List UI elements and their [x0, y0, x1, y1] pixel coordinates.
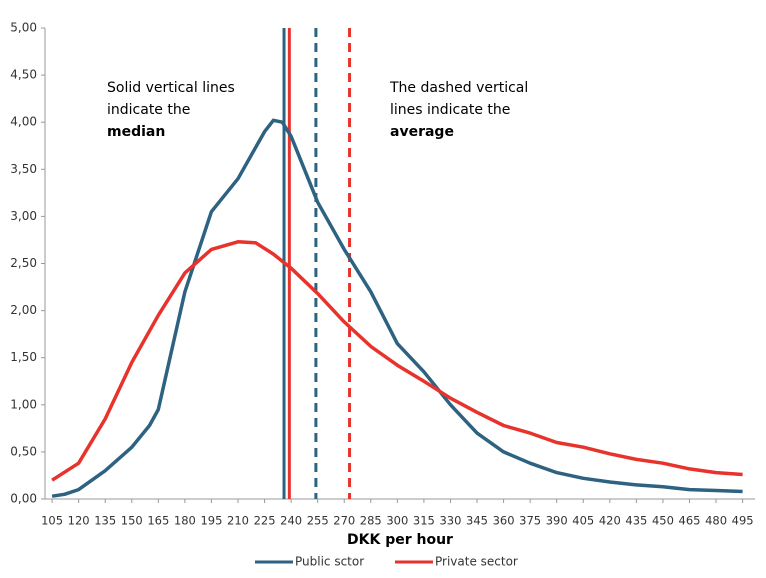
y-tick-label: 5,00	[10, 21, 37, 35]
x-tick-label: 390	[546, 514, 568, 528]
x-tick-label: 285	[360, 514, 382, 528]
annotation-text: The dashed vertical	[389, 80, 528, 96]
annotation-bold: median	[107, 124, 165, 140]
x-tick-label: 345	[466, 514, 488, 528]
annotation-text: indicate the	[107, 102, 190, 118]
x-tick-label: 195	[200, 514, 222, 528]
x-tick-label: 270	[333, 514, 355, 528]
x-tick-label: 135	[94, 514, 116, 528]
annotation-text: Solid vertical lines	[107, 80, 235, 96]
x-tick-label: 435	[625, 514, 647, 528]
x-tick-label: 420	[599, 514, 621, 528]
annotation-bold: average	[390, 124, 454, 140]
x-tick-label: 495	[732, 514, 754, 528]
x-tick-label: 105	[41, 514, 63, 528]
x-tick-label: 210	[227, 514, 249, 528]
y-tick-label: 1,00	[10, 397, 37, 411]
x-axis-title: DKK per hour	[347, 532, 453, 548]
legend-label: Private sector	[435, 555, 518, 569]
x-tick-label: 150	[121, 514, 143, 528]
legend-label: Public sctor	[295, 555, 364, 569]
x-tick-label: 315	[413, 514, 435, 528]
x-tick-label: 480	[705, 514, 727, 528]
y-tick-label: 0,50	[10, 444, 37, 458]
x-tick-label: 165	[147, 514, 169, 528]
series-line	[51, 240, 743, 482]
y-tick-label: 3,50	[10, 162, 37, 176]
series-line	[51, 118, 743, 498]
x-tick-label: 360	[493, 514, 515, 528]
x-tick-label: 375	[519, 514, 541, 528]
x-tick-label: 300	[386, 514, 408, 528]
y-tick-label: 4,50	[10, 68, 37, 82]
x-tick-label: 120	[68, 514, 90, 528]
x-tick-label: 225	[254, 514, 276, 528]
y-tick-label: 0,00	[10, 492, 37, 506]
x-tick-label: 405	[572, 514, 594, 528]
x-tick-label: 255	[307, 514, 329, 528]
y-tick-label: 2,50	[10, 256, 37, 270]
x-tick-label: 465	[679, 514, 701, 528]
y-tick-label: 3,00	[10, 209, 37, 223]
y-tick-label: 2,00	[10, 303, 37, 317]
x-tick-label: 180	[174, 514, 196, 528]
x-tick-label: 450	[652, 514, 674, 528]
x-tick-label: 330	[439, 514, 461, 528]
y-tick-label: 4,00	[10, 115, 37, 129]
y-tick-label: 1,50	[10, 350, 37, 364]
x-tick-label: 240	[280, 514, 302, 528]
annotation-text: lines indicate the	[390, 102, 510, 118]
